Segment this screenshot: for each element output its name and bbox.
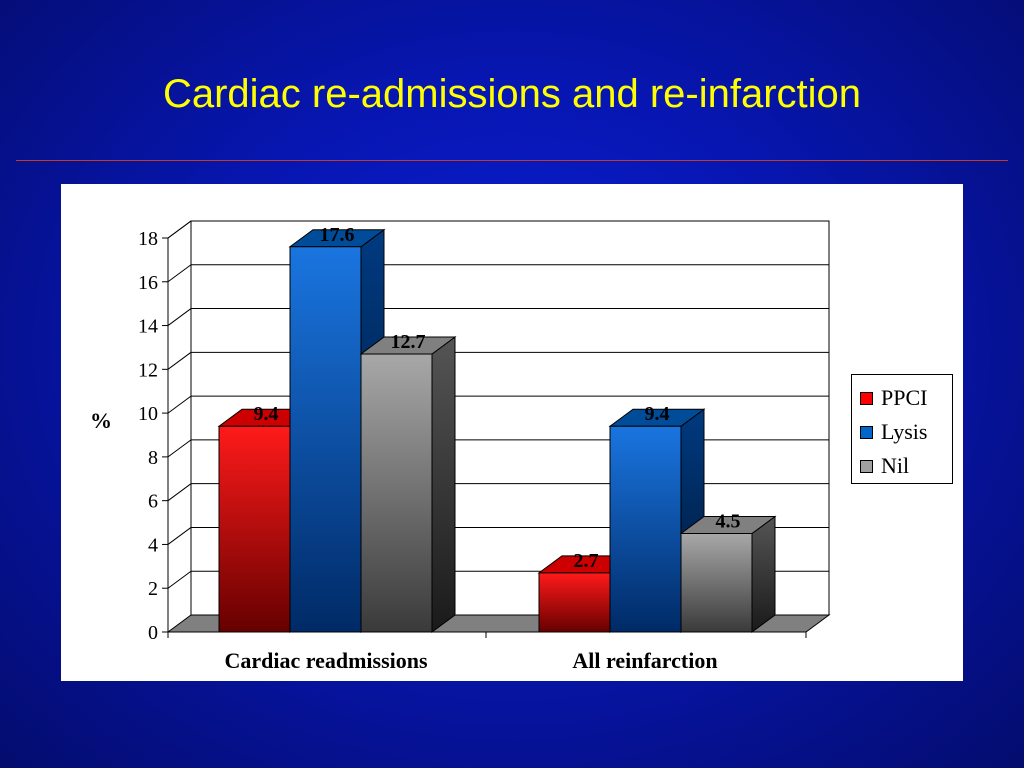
y-tick-label: 12 <box>138 359 158 381</box>
gridline-side <box>167 483 192 502</box>
legend-item-lysis: Lysis <box>860 415 952 449</box>
legend-item-ppci: PPCI <box>860 381 952 415</box>
data-label-nil-cardiac-readmissions: 12.7 <box>391 331 426 353</box>
bar-nil-cardiac-readmissions <box>360 353 433 633</box>
y-tick-label: 2 <box>148 578 158 600</box>
bar-ppci-all-reinfarction <box>538 572 611 633</box>
bar-nil-all-reinfarction-side <box>751 515 776 633</box>
legend-label-nil: Nil <box>881 453 910 478</box>
bar-ppci-cardiac-readmissions <box>218 425 291 633</box>
gridline-side <box>167 264 192 283</box>
y-tick-label: 14 <box>138 316 158 338</box>
x-tick-label: Cardiac readmissions <box>224 648 428 673</box>
gridline-side <box>167 570 192 589</box>
data-label-nil-all-reinfarction: 4.5 <box>716 511 741 533</box>
legend-item-nil: Nil <box>860 449 952 483</box>
slide-title: Cardiac re-admissions and re-infarction <box>162 72 862 116</box>
legend-label-ppci: PPCI <box>881 385 928 410</box>
y-tick-label: 8 <box>148 447 158 469</box>
data-label-ppci-cardiac-readmissions: 9.4 <box>254 403 279 425</box>
data-label-lysis-cardiac-readmissions: 17.6 <box>320 224 355 246</box>
chart-panel: 0 2 4 6 8 10 12 14 16 18% Cardiac readmissions All … <box>61 184 963 681</box>
legend-label-lysis: Lysis <box>881 419 928 444</box>
y-axis-label: % <box>90 408 112 433</box>
gridline-side <box>167 527 192 545</box>
bar-nil-all-reinfarction <box>680 533 753 633</box>
gridline-side <box>167 308 192 326</box>
legend-swatch-nil <box>860 459 873 473</box>
y-tick-label: 18 <box>138 228 158 250</box>
data-label-lysis-all-reinfarction: 9.4 <box>645 403 670 425</box>
chart-legend: PPCI Lysis Nil <box>851 374 953 484</box>
gridline-side <box>167 395 192 414</box>
y-tick-label: 4 <box>148 534 158 556</box>
bar-chart: 0 2 4 6 8 10 12 14 16 18% Cardiac readmissions All … <box>90 220 831 673</box>
y-tick-label: 0 <box>148 622 158 644</box>
bar-lysis-all-reinfarction <box>609 425 682 633</box>
x-tick-label: All reinfarction <box>572 648 717 673</box>
legend-swatch-lysis <box>860 425 873 439</box>
data-label-ppci-all-reinfarction: 2.7 <box>574 550 599 572</box>
gridline-side <box>167 351 192 370</box>
bar-lysis-cardiac-readmissions <box>289 246 362 633</box>
legend-swatch-ppci <box>860 391 873 405</box>
gridline-side <box>167 220 192 239</box>
y-tick-label: 16 <box>138 272 158 294</box>
bar-nil-cardiac-readmissions-side <box>431 336 456 633</box>
gridline-side <box>167 439 192 458</box>
y-tick-label: 10 <box>138 403 158 425</box>
title-divider <box>16 160 1008 161</box>
y-tick-label: 6 <box>148 491 158 513</box>
